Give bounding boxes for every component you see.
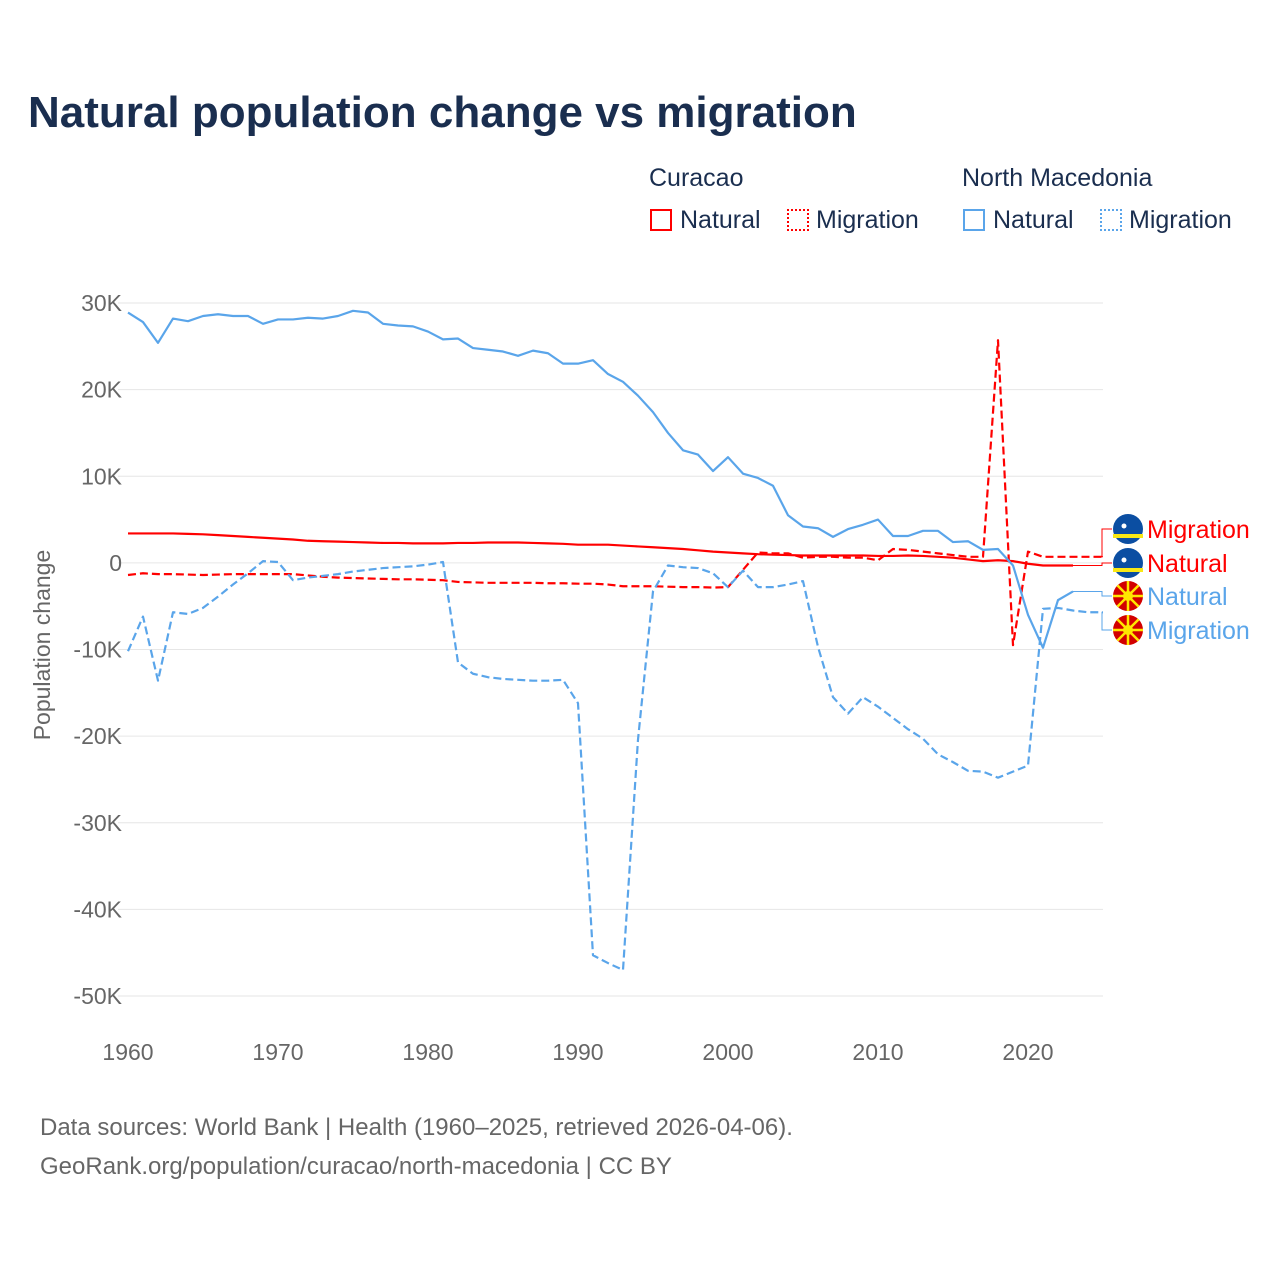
y-tick-label: -20K <box>73 723 122 749</box>
y-tick-label: -10K <box>73 637 122 663</box>
y-tick-label: 10K <box>81 463 123 489</box>
chart-title: Natural population change vs migration <box>28 88 857 137</box>
flag-ray <box>1116 618 1129 631</box>
x-tick-label: 1960 <box>102 1039 153 1065</box>
x-tick-label: 2020 <box>1002 1039 1053 1065</box>
source-line-1: Data sources: World Bank | Health (1960–… <box>40 1114 793 1141</box>
y-tick-label: 30K <box>81 290 123 316</box>
legend-swatch-curacao-natural <box>650 209 672 231</box>
y-tick-label: 0 <box>109 550 122 576</box>
end-label: Migration <box>1147 617 1250 645</box>
x-tick-label: 1970 <box>252 1039 303 1065</box>
x-tick-label: 1980 <box>402 1039 453 1065</box>
end-label: Natural <box>1147 583 1228 611</box>
source-line-2[interactable]: GeoRank.org/population/curacao/north-mac… <box>40 1153 672 1180</box>
curacao-flag-icon <box>1113 548 1143 578</box>
source-note: Data sources: World Bank | Health (1960–… <box>40 1108 793 1186</box>
end-label: Migration <box>1147 516 1250 544</box>
label-connector <box>1073 590 1112 597</box>
legend-swatch-nm-natural <box>963 209 985 231</box>
flag-ray <box>1127 595 1140 608</box>
flag-ray <box>1127 618 1140 631</box>
y-tick-label: -50K <box>73 983 122 1009</box>
legend-swatch-nm-migration <box>1100 209 1122 231</box>
curacao-flag-icon <box>1113 514 1143 544</box>
label-connector <box>1101 611 1112 631</box>
y-tick-label: -40K <box>73 896 122 922</box>
legend-label-curacao-migration[interactable]: Migration <box>816 206 919 234</box>
flag-star <box>1121 557 1127 563</box>
flag-ray <box>1127 629 1140 642</box>
flag-ray <box>1116 629 1129 642</box>
series-line-2 <box>127 309 1074 649</box>
label-connector <box>1073 562 1112 566</box>
series-line-3 <box>126 560 1103 972</box>
y-tick-label: 20K <box>81 377 123 403</box>
y-axis-label: Population change <box>29 550 55 741</box>
legend-label-nm-natural[interactable]: Natural <box>993 206 1074 234</box>
legend-label-nm-migration[interactable]: Migration <box>1129 206 1232 234</box>
y-tick-label: -30K <box>73 810 122 836</box>
label-connector <box>1101 528 1112 558</box>
flag-ray <box>1116 584 1129 597</box>
flag-stripe <box>1113 534 1143 538</box>
flag-star <box>1121 523 1127 529</box>
series-line-1 <box>127 339 1103 647</box>
legend-label-curacao-natural[interactable]: Natural <box>680 206 761 234</box>
flag-stripe <box>1113 568 1143 572</box>
x-tick-label: 2010 <box>852 1039 903 1065</box>
series-line-0 <box>128 532 1073 567</box>
legend-group-curacao: Curacao <box>649 164 744 192</box>
end-label: Natural <box>1147 550 1228 578</box>
flag-ray <box>1116 595 1129 608</box>
legend-swatch-curacao-migration <box>787 209 809 231</box>
x-tick-label: 1990 <box>552 1039 603 1065</box>
x-tick-label: 2000 <box>702 1039 753 1065</box>
flag-ray <box>1127 584 1140 597</box>
legend-group-north-macedonia: North Macedonia <box>962 164 1153 192</box>
